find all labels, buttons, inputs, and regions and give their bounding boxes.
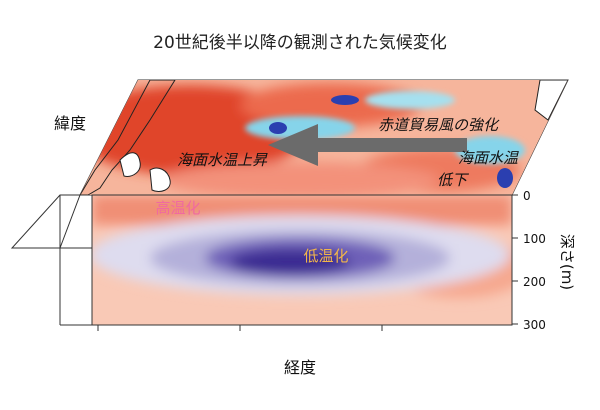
longitude-label: 経度 <box>284 358 316 377</box>
trade-wind-label: 赤道貿易風の強化 <box>378 116 500 134</box>
latitude-label: 緯度 <box>54 114 86 133</box>
cool-patch <box>245 116 355 140</box>
cooling-label: 低温化 <box>303 247 348 265</box>
depth-tick-label: 200 <box>523 275 546 289</box>
depth-tick-label: 100 <box>523 232 546 246</box>
island <box>119 152 141 177</box>
coastline <box>80 80 176 195</box>
warm-patch <box>160 162 440 195</box>
warming-label: 高温化 <box>155 199 200 217</box>
depth-tick-label: 300 <box>523 318 546 332</box>
sst-fall-label: 海面水温 <box>458 149 519 167</box>
figure-title: 20世紀後半以降の観測された気候変化 <box>153 33 447 53</box>
warm-patch <box>240 83 420 127</box>
surface-left-wing <box>10 194 81 249</box>
depth-tick-label: 0 <box>523 189 531 203</box>
arrow-head <box>268 124 318 166</box>
trade-wind-arrow <box>268 124 467 166</box>
cool-core <box>497 168 513 188</box>
island <box>149 167 171 193</box>
depth-axis-label: 深さ(m) <box>558 234 576 290</box>
cool-patch <box>365 91 455 109</box>
sst-rise-label: 海面水温上昇 <box>177 151 268 169</box>
longitude-ticks <box>97 325 383 331</box>
cool-core <box>331 95 359 105</box>
cool-patch <box>455 136 525 164</box>
cross-section-frame <box>91 194 513 326</box>
coastline <box>534 80 568 121</box>
sst-fall-label-line2: 低下 <box>437 171 470 189</box>
ocean-cross-section <box>92 195 512 325</box>
cool-core <box>269 122 287 134</box>
depth-axis: 0 100 200 300 <box>512 189 546 332</box>
cool-core <box>230 249 350 275</box>
sst-surface-map <box>80 80 568 195</box>
arrow-shaft <box>312 138 467 152</box>
